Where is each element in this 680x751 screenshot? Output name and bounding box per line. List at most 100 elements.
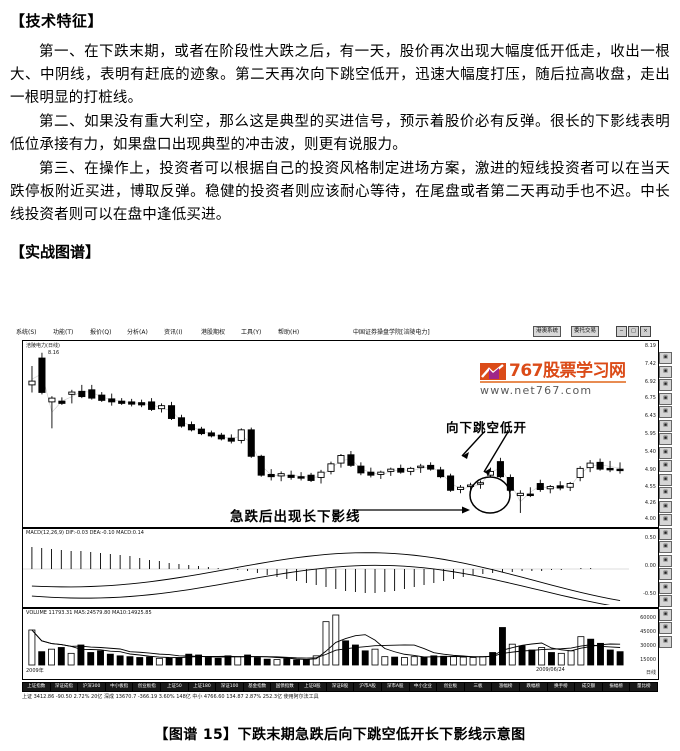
- menu-item-system[interactable]: 系统(S): [16, 329, 37, 336]
- volume-chart-panel[interactable]: VOLUME 11793.31 MA5:24579.80 MA10:14925.…: [22, 608, 631, 680]
- macd-indicator-label: MACD(12,26,9) DIF:-0.03 DEA:-0.10 MACD:0…: [25, 530, 145, 536]
- quote-strip-cell[interactable]: 深证成指: [49, 682, 78, 692]
- menu-item-quote[interactable]: 报价(Q): [90, 329, 112, 336]
- candlestick: [38, 357, 46, 393]
- quote-strip-cell[interactable]: 中小企业: [408, 682, 437, 692]
- print-icon[interactable]: ▣: [659, 541, 672, 553]
- price-chart-panel[interactable]: 涪陵电力(日线) 8.16: [22, 340, 631, 528]
- macd-chart-panel[interactable]: MACD(12,26,9) DIF:-0.03 DEA:-0.10 MACD:0…: [22, 528, 631, 608]
- candlestick: [387, 468, 395, 472]
- candlestick: [267, 473, 275, 478]
- menu-item-tools[interactable]: 工具(Y): [241, 329, 262, 336]
- calc-icon[interactable]: ▣: [659, 595, 672, 607]
- volume-bar: [204, 657, 212, 666]
- quote-strip-cell[interactable]: 沪市A股: [353, 682, 381, 692]
- candlestick: [407, 467, 415, 472]
- pen-icon[interactable]: ▣: [659, 392, 672, 405]
- fan-icon[interactable]: ▣: [659, 460, 672, 472]
- candlestick: [118, 400, 126, 404]
- candlestick: [486, 470, 494, 476]
- volume-bar: [469, 657, 477, 666]
- candlestick-canvas[interactable]: [23, 341, 629, 525]
- candlestick: [377, 471, 385, 475]
- volume-bar: [342, 640, 350, 666]
- menu-item-function[interactable]: 功能(T): [53, 329, 74, 336]
- net-icon[interactable]: ▣: [659, 419, 672, 432]
- quote-strip-cell[interactable]: 上证指数: [22, 682, 50, 692]
- flag-icon[interactable]: ▣: [659, 622, 672, 634]
- candlestick: [48, 397, 56, 403]
- quote-strip-cell[interactable]: 三板: [463, 682, 492, 692]
- cut-icon[interactable]: ▣: [659, 568, 672, 580]
- menu-item-help[interactable]: 帮助(H): [278, 329, 300, 336]
- menu-item-news[interactable]: 资讯(I): [164, 329, 183, 336]
- save-icon[interactable]: ▣: [659, 554, 672, 567]
- price-tag-label: 8.16: [47, 350, 61, 356]
- logo-divider: [480, 381, 626, 383]
- quote-strip-cell[interactable]: 创业板指: [132, 682, 161, 692]
- quote-strip-cell[interactable]: 创业板: [436, 682, 464, 692]
- toolbar-button-trading-system[interactable]: 港澳系统: [533, 326, 562, 337]
- quote-index-strip[interactable]: 上证指数 深证成指 沪深300 中小板指 创业板指 上证50 上证180 深证100 基金指数国…: [22, 682, 659, 692]
- menu-bar[interactable]: 系统(S) 功能(T) 报价(Q) 分析(A) 资讯(I) 港股期权 工具(Y)…: [8, 326, 672, 338]
- quote-strip-cell[interactable]: 上证180: [187, 682, 216, 692]
- minimize-button[interactable]: −: [616, 326, 627, 337]
- logo-text: 767股票学习网: [509, 361, 626, 381]
- quote-strip-cell[interactable]: 振幅榜: [601, 682, 630, 692]
- volume-bar: [126, 656, 134, 666]
- quote-strip-cell[interactable]: 换手榜: [546, 682, 575, 692]
- quote-strip-cell[interactable]: 成交额: [574, 682, 602, 692]
- quote-strip-cell[interactable]: 涨幅榜: [491, 682, 519, 692]
- book-icon[interactable]: ▣: [659, 365, 672, 378]
- quote-strip-cell[interactable]: 深证100: [215, 682, 243, 692]
- quote-strip-cell[interactable]: 国债指数: [270, 682, 299, 692]
- quote-strip-cell[interactable]: 深市A股: [380, 682, 409, 692]
- price-tick-5: 5.95: [644, 431, 656, 437]
- star-icon[interactable]: ▣: [659, 446, 672, 459]
- date-axis-left: 2009年: [25, 667, 45, 674]
- volume-bar: [400, 657, 408, 666]
- candlestick: [327, 463, 335, 472]
- quote-strip-cell[interactable]: 中小板指: [104, 682, 133, 692]
- price-tick-3: 6.75: [644, 395, 656, 401]
- grid-icon[interactable]: ▣: [659, 433, 672, 445]
- quote-strip-cell[interactable]: 上证B股: [298, 682, 326, 692]
- volume-tick-3: 15000: [640, 657, 656, 663]
- paragraph-1: 第一、在下跌末期，或者在阶段性大跌之后，有一天，股价再次出现大幅度低开低走，收出…: [10, 44, 670, 106]
- clock-icon[interactable]: ▣: [659, 608, 672, 621]
- right-vertical-toolbar[interactable]: ▣ ▣ ▣ ▣ ▣ ▣ ▣ ▣ ▣ ▣ ▣ ▣ ▣ ▣ ▣ ▣ ▣ ▣ ▣ ▣ ▣ ▣: [659, 352, 672, 649]
- close-button[interactable]: ×: [640, 326, 651, 337]
- screen-icon[interactable]: ▣: [659, 379, 672, 391]
- site-logo: 767股票学习网 www.net767.com: [480, 362, 628, 397]
- maximize-button[interactable]: □: [628, 326, 639, 337]
- candlestick: [417, 465, 425, 469]
- menu-item-hk-options[interactable]: 港股期权: [201, 329, 226, 336]
- candlestick: [476, 482, 485, 485]
- horse-icon[interactable]: ▣: [659, 406, 672, 418]
- volume-bar: [263, 658, 271, 666]
- volume-bar: [548, 652, 555, 666]
- quote-strip-cell[interactable]: 跌幅榜: [518, 682, 547, 692]
- chart-icon[interactable]: ▣: [659, 352, 672, 364]
- volume-bar: [253, 657, 261, 666]
- box-icon[interactable]: ▣: [659, 527, 672, 540]
- volume-bar: [57, 647, 65, 666]
- zoom-icon[interactable]: ▣: [659, 487, 672, 499]
- menu-item-analysis[interactable]: 分析(A): [127, 329, 148, 336]
- quote-strip-cell[interactable]: 量比榜: [629, 682, 659, 692]
- quote-strip-cell[interactable]: 基金指数: [242, 682, 271, 692]
- info-icon[interactable]: ▣: [659, 635, 672, 648]
- volume-bar: [371, 648, 379, 666]
- quote-strip-cell[interactable]: 上证50: [160, 682, 188, 692]
- candlestick: [88, 389, 96, 399]
- quote-strip-cell[interactable]: 深证B股: [325, 682, 354, 692]
- volume-canvas[interactable]: [23, 609, 629, 677]
- toolbar-button-order-entry[interactable]: 委托交易: [571, 326, 600, 337]
- target-icon[interactable]: ▣: [659, 473, 672, 486]
- candlestick: [536, 483, 544, 490]
- frame-icon[interactable]: ▣: [659, 500, 672, 513]
- layer-icon[interactable]: ▣: [659, 514, 672, 526]
- link-icon[interactable]: ▣: [659, 581, 672, 594]
- macd-canvas[interactable]: [23, 529, 629, 605]
- quote-strip-cell[interactable]: 沪深300: [77, 682, 105, 692]
